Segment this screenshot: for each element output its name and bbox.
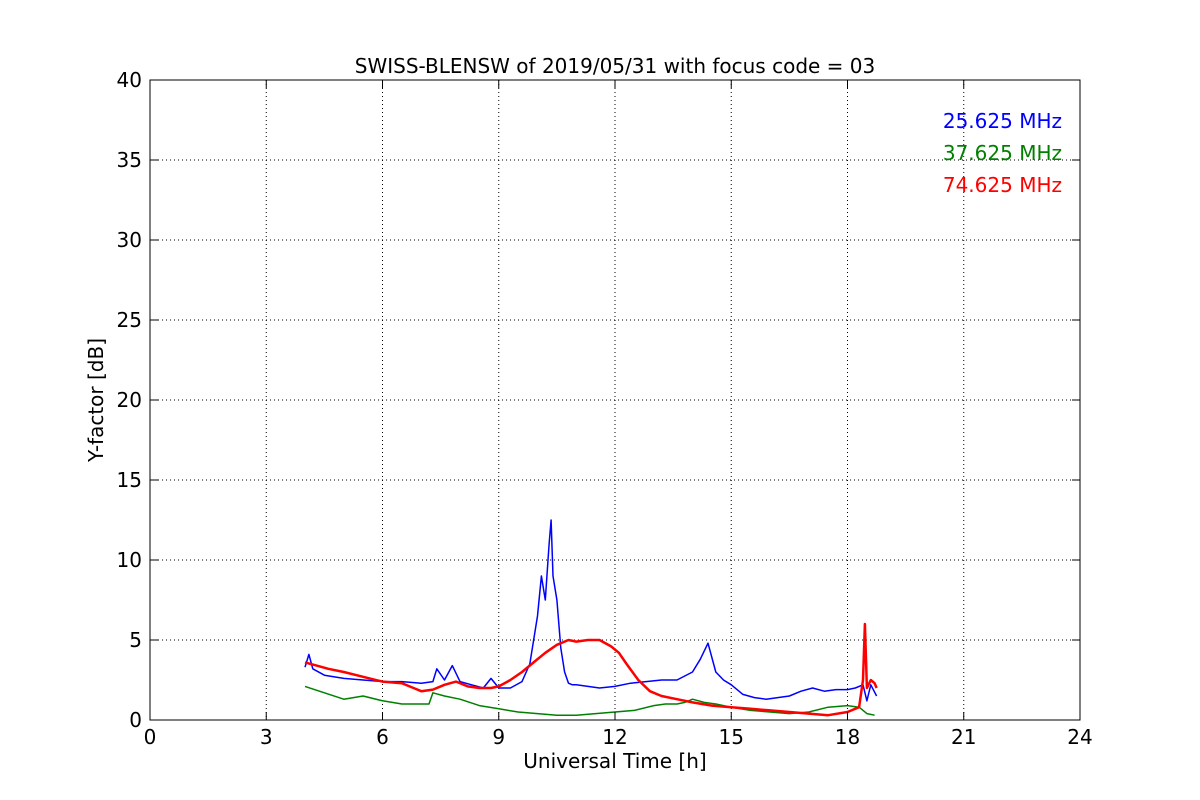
- grid: [150, 80, 1080, 720]
- x-tick-label: 24: [1067, 725, 1092, 749]
- y-tick-label: 40: [117, 68, 142, 92]
- x-tick-label: 9: [492, 725, 505, 749]
- x-tick-label: 18: [835, 725, 860, 749]
- legend-entry-37-625-mhz: 37.625 MHz: [943, 141, 1062, 165]
- series-line-25-625-mhz: [304, 519, 878, 702]
- chart-title: SWISS-BLENSW of 2019/05/31 with focus co…: [355, 54, 876, 78]
- y-axis-title: Y-factor [dB]: [84, 338, 108, 463]
- y-tick-label: 25: [117, 308, 142, 332]
- y-tick-label: 35: [117, 148, 142, 172]
- y-tick-label: 15: [117, 468, 142, 492]
- legend-entry-74-625-mhz: 74.625 MHz: [943, 173, 1062, 197]
- y-tick-label: 10: [117, 548, 142, 572]
- legend-entry-25-625-mhz: 25.625 MHz: [943, 109, 1062, 133]
- ticks: [149, 79, 1081, 721]
- y-tick-label: 20: [117, 388, 142, 412]
- x-tick-label: 6: [376, 725, 389, 749]
- x-tick-label: 3: [260, 725, 273, 749]
- legend: 25.625 MHz 37.625 MHz 74.625 MHz: [943, 109, 1062, 197]
- y-tick-label: 30: [117, 228, 142, 252]
- x-tick-label: 15: [719, 725, 744, 749]
- x-tick-label: 21: [951, 725, 976, 749]
- x-axis-title: Universal Time [h]: [523, 749, 706, 773]
- y-tick-label: 5: [129, 628, 142, 652]
- y-tick-label: 0: [129, 708, 142, 732]
- x-tick-label: 12: [602, 725, 627, 749]
- series-line-74-625-mhz: [304, 622, 878, 717]
- x-tick-label: 0: [144, 725, 157, 749]
- tick-labels: 0 3 6 9 12 15 18 21 24 0 5 10 15 20 25 30 35 40: [117, 68, 1093, 749]
